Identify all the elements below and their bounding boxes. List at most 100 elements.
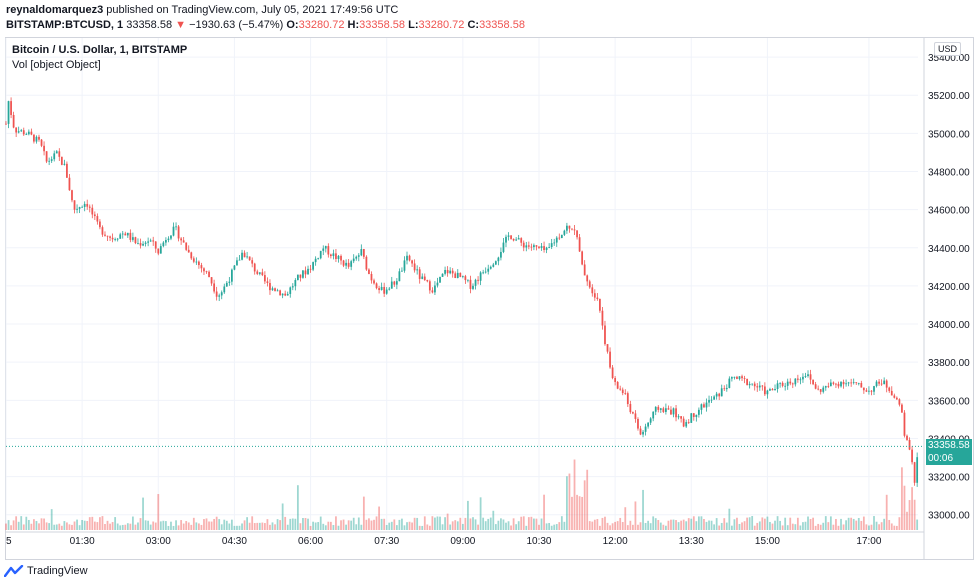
candle-body — [33, 134, 35, 142]
volume-bar — [149, 524, 152, 530]
volume-bar — [560, 516, 563, 530]
volume-bar — [690, 518, 693, 530]
volume-bar — [327, 521, 330, 530]
volume-bar — [96, 522, 99, 530]
volume-bar — [449, 524, 452, 530]
candle-body — [573, 229, 576, 231]
volume-bar — [383, 518, 386, 530]
candle-body — [403, 260, 406, 271]
candle-body — [888, 387, 891, 391]
candle-body — [436, 282, 439, 286]
candle-body — [228, 281, 231, 283]
volume-bar — [63, 521, 66, 530]
candle-body — [903, 412, 906, 436]
candle-body — [624, 393, 627, 394]
x-tick-label: 5 — [6, 536, 12, 547]
volume-bar — [426, 524, 429, 530]
y-tick-label: 34000.00 — [928, 320, 970, 331]
candle-body — [832, 382, 835, 384]
volume-bar — [913, 499, 916, 530]
volume-bar — [147, 520, 150, 530]
candle-body — [875, 381, 878, 387]
candle-body — [418, 269, 421, 279]
candle-body — [109, 236, 111, 238]
candle-body — [659, 408, 662, 410]
candle-body — [652, 411, 655, 419]
candle-body — [406, 255, 408, 261]
volume-bar — [875, 521, 878, 530]
candle-body — [312, 262, 314, 270]
volume-bar — [779, 520, 781, 530]
candle-body — [469, 279, 472, 289]
candle-body — [248, 256, 251, 261]
candle-body — [200, 265, 203, 269]
candle-body — [710, 399, 713, 401]
volume-bar — [632, 524, 634, 530]
candle-body — [162, 242, 165, 247]
volume-bar — [748, 517, 751, 530]
candle-body — [753, 383, 756, 387]
volume-bar — [332, 525, 335, 530]
volume-bar — [68, 524, 71, 530]
high-value: 33358.58 — [359, 19, 406, 31]
volume-bar — [908, 500, 911, 530]
candle-body — [137, 243, 139, 244]
volume-bar — [855, 520, 858, 530]
candle-body — [626, 393, 629, 405]
author-name[interactable]: reynaldomarquez3 — [6, 4, 104, 16]
volume-bar — [50, 509, 53, 530]
candle-body — [25, 134, 28, 136]
volume-bar — [662, 524, 665, 530]
candle-body — [642, 431, 644, 435]
candle-body — [685, 422, 688, 427]
volume-bar — [190, 524, 193, 530]
candle-body — [675, 408, 677, 418]
candle-body — [167, 238, 170, 241]
candle-body — [96, 216, 99, 222]
volume-bar — [91, 516, 94, 530]
volume-bar — [467, 500, 469, 530]
volume-bar — [210, 521, 213, 530]
candle-body — [913, 462, 916, 483]
volume-bar — [741, 522, 743, 530]
candle-body — [560, 234, 563, 239]
candle-body — [294, 280, 297, 287]
x-tick-label: 01:30 — [70, 536, 95, 547]
volume-bar — [616, 521, 619, 530]
candle-body — [583, 264, 586, 276]
volume-bar — [573, 459, 576, 530]
volume-bar — [251, 516, 254, 530]
candle-body — [444, 269, 446, 274]
candle-body — [152, 240, 155, 242]
footer-brand[interactable]: TradingView — [27, 565, 88, 577]
volume-bar — [804, 521, 807, 530]
candle-body — [748, 383, 751, 386]
candle-body — [568, 225, 571, 229]
volume-bar — [144, 520, 147, 530]
candle-body — [99, 221, 101, 228]
volume-bar — [505, 522, 507, 530]
candle-body — [477, 279, 479, 281]
candle-body — [758, 385, 761, 388]
currency-label[interactable]: USD — [934, 42, 962, 56]
price-change: −1930.63 (−5.47%) — [189, 19, 284, 31]
candle-body — [332, 253, 335, 257]
candle-body — [489, 266, 492, 269]
candle-body — [233, 265, 236, 270]
candle-body — [690, 413, 693, 423]
candle-body — [507, 235, 510, 237]
candle-body — [205, 271, 208, 273]
candle-body — [172, 226, 175, 236]
candle-body — [40, 139, 43, 146]
candle-body — [38, 136, 40, 140]
volume-bar — [454, 520, 457, 530]
volume-bar — [619, 517, 622, 530]
volume-bar — [233, 525, 236, 530]
candle-body — [550, 243, 553, 248]
candle-body — [682, 418, 685, 427]
volume-bar — [286, 524, 289, 530]
candle-body — [616, 381, 619, 389]
volume-bar — [276, 519, 279, 530]
volume-bar — [352, 517, 355, 530]
